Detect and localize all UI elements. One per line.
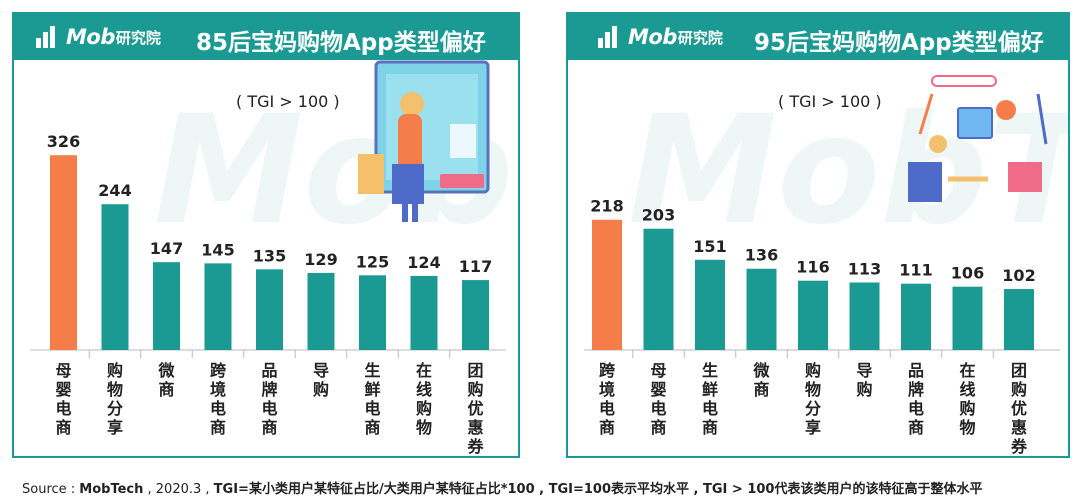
category-label: 生鲜电商 <box>702 361 718 437</box>
shopping-illustration <box>358 60 490 222</box>
panel-title: 85后宝妈购物App类型偏好 <box>196 30 486 56</box>
bar <box>901 283 931 350</box>
data-label: 244 <box>98 181 131 200</box>
mob-logo: Mob 研究院 <box>598 25 723 49</box>
bar <box>462 280 489 350</box>
category-label: 微商 <box>752 361 770 399</box>
category-label: 购物分享 <box>107 361 123 437</box>
source-note: Source : MobTech , 2020.3 , TGI=某小类用户某特征… <box>22 478 982 497</box>
panel-title: 95后宝妈购物App类型偏好 <box>754 30 1044 56</box>
mob-logo: Mob 研究院 <box>36 25 161 49</box>
data-label: 145 <box>201 240 234 259</box>
bar <box>849 282 880 350</box>
chart-panel-95: Mob 研究院 95后宝妈购物App类型偏好 MobTech ( TGI > 1… <box>566 12 1070 458</box>
category-label: 跨境电商 <box>210 361 227 437</box>
tgi-note: ( TGI > 100 ) <box>778 92 882 111</box>
bar <box>204 263 232 350</box>
bar <box>50 155 77 350</box>
data-label: 135 <box>253 246 286 265</box>
category-label: 品牌电商 <box>261 361 277 437</box>
data-label: 106 <box>951 264 984 283</box>
category-label: 跨境电商 <box>599 361 616 437</box>
ecommerce-illustration <box>908 75 1048 202</box>
bar <box>643 228 674 350</box>
data-label: 218 <box>590 197 623 216</box>
category-label: 在线购物 <box>416 361 432 437</box>
category-label: 在线购物 <box>959 361 975 437</box>
bar <box>307 272 335 350</box>
data-label: 102 <box>1002 266 1035 285</box>
category-label: 微商 <box>157 361 175 399</box>
source-prefix: Source : <box>22 482 80 497</box>
data-label: 151 <box>693 237 726 256</box>
logo-mark-icon <box>598 26 624 48</box>
panel-header: Mob 研究院 85后宝妈购物App类型偏好 <box>14 14 518 60</box>
category-label: 购物分享 <box>805 361 821 437</box>
category-label: 母婴电商 <box>55 361 71 437</box>
logo-sub: 研究院 <box>677 28 723 47</box>
category-label: 导购 <box>856 361 872 399</box>
tgi-note: ( TGI > 100 ) <box>236 92 340 111</box>
data-label: 203 <box>642 206 675 225</box>
source-date: , 2020.3 , <box>143 482 214 497</box>
data-label: 147 <box>150 239 183 258</box>
bar <box>1004 289 1034 350</box>
bar-chart-95: 218 跨境电商 203 母婴电商 151 生鲜电商 136 微商 116 购物分享 113 导购 11… <box>584 197 1060 456</box>
data-label: 124 <box>407 253 440 272</box>
category-label: 团购优惠券 <box>1010 361 1028 456</box>
bar <box>592 219 622 350</box>
category-label: 导购 <box>313 361 329 399</box>
data-label: 111 <box>899 261 932 280</box>
watermark: MobTech <box>628 84 1070 258</box>
logo-mark-icon <box>36 26 62 48</box>
data-label: 129 <box>304 250 337 269</box>
bar <box>359 275 386 350</box>
bar <box>256 269 283 350</box>
bar-chart-85: 326 母婴电商 244 购物分享 147 微商 145 跨境电商 135 品牌电商 129 导购 12… <box>30 132 506 456</box>
data-label: 125 <box>356 252 389 271</box>
bar <box>153 262 180 350</box>
source-definition: TGI=某小类用户某特征占比/大类用户某特征占比*100 , TGI=100表示… <box>213 482 983 497</box>
bar <box>746 268 777 350</box>
data-label: 136 <box>745 246 778 265</box>
source-org: MobTech <box>79 482 144 497</box>
bar <box>101 204 129 350</box>
chart-panel-85: Mob 研究院 85后宝妈购物App类型偏好 MobTech ( TGI > 1… <box>12 12 520 458</box>
category-label: 母婴电商 <box>650 361 666 437</box>
bar <box>798 280 828 350</box>
bar <box>410 275 438 350</box>
logo-sub: 研究院 <box>115 28 161 47</box>
panel-header: Mob 研究院 95后宝妈购物App类型偏好 <box>568 14 1068 60</box>
data-label: 116 <box>796 258 829 277</box>
category-label: 品牌电商 <box>908 361 924 437</box>
data-label: 326 <box>47 132 80 151</box>
category-label: 团购优惠券 <box>466 361 484 456</box>
logo-text: Mob <box>66 25 115 49</box>
data-label: 117 <box>459 257 492 276</box>
bar <box>695 259 725 350</box>
data-label: 113 <box>848 259 881 278</box>
logo-text: Mob <box>628 25 677 49</box>
category-label: 生鲜电商 <box>364 361 380 437</box>
bar <box>952 286 983 350</box>
